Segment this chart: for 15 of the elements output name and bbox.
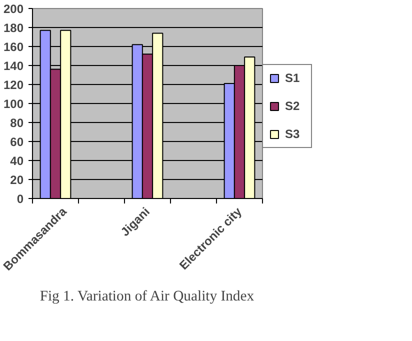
legend-label: S1 <box>285 71 301 85</box>
y-tick-label: 120 <box>3 78 24 92</box>
y-tick-label: 160 <box>3 40 24 54</box>
y-tick-label: 140 <box>3 59 24 73</box>
legend-label: S3 <box>285 127 301 141</box>
y-tick-label: 80 <box>10 116 24 130</box>
y-tick-label: 180 <box>3 21 24 35</box>
y-tick-label: 200 <box>3 2 24 16</box>
text: Fig 1. Variation of Air Quality Index <box>40 288 255 304</box>
y-tick-label: 60 <box>10 135 24 149</box>
y-tick-label: 0 <box>16 192 24 206</box>
y-tick-label: 100 <box>3 97 24 111</box>
y-tick-label: 40 <box>10 154 24 168</box>
legend-label: S2 <box>285 99 301 113</box>
y-tick-label: 20 <box>10 173 24 187</box>
